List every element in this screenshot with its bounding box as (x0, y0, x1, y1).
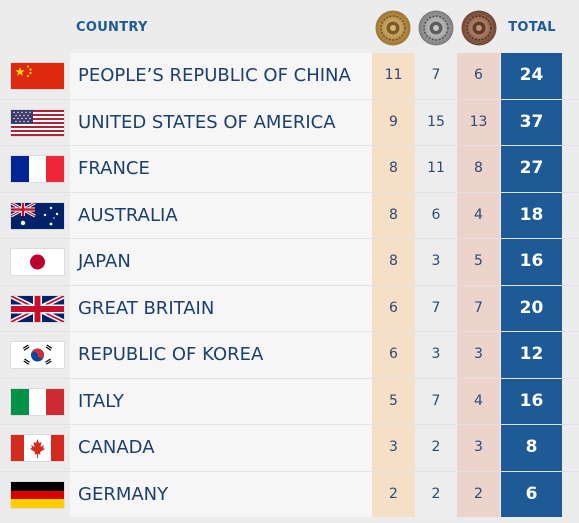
bronze-count: 8 (457, 146, 500, 192)
country-name: GREAT BRITAIN (78, 297, 215, 319)
country-name: JAPAN (78, 251, 131, 272)
country-name: PEOPLE’S REPUBLIC OF CHINA (78, 65, 351, 86)
medal-table: PEOPLE’S REPUBLIC OF CHINA 11 7 6 24 (0, 53, 579, 518)
total-count: 20 (501, 285, 562, 331)
silver-count: 7 (415, 285, 457, 331)
total-count: 12 (501, 332, 562, 378)
total-count: 8 (501, 425, 562, 471)
bronze-count: 2 (457, 471, 500, 517)
gold-count: 5 (372, 378, 415, 424)
country-name: CANADA (78, 437, 155, 458)
table-row: GERMANY 2 2 2 6 (0, 471, 579, 519)
silver-count: 2 (415, 471, 457, 517)
bronze-count: 13 (457, 99, 500, 145)
total-count: 24 (501, 53, 562, 99)
silver-count: 6 (415, 192, 457, 238)
china-flag-icon (11, 63, 64, 89)
france-flag-icon (11, 156, 64, 182)
silver-count: 7 (415, 378, 457, 424)
silver-count: 7 (415, 53, 457, 99)
korea-flag-icon (11, 342, 64, 368)
table-row: CANADA 3 2 3 8 (0, 425, 579, 472)
bronze-count: 7 (457, 285, 500, 331)
table-row: JAPAN 8 3 5 16 (0, 239, 579, 286)
total-count: 6 (501, 471, 562, 517)
table-row: UNITED STATES OF AMERICA 9 15 13 37 (0, 99, 579, 146)
italy-flag-icon (11, 388, 64, 415)
australia-flag-icon (11, 202, 64, 229)
silver-medal-icon (418, 10, 454, 46)
total-count: 37 (501, 99, 562, 145)
total-count: 16 (501, 378, 562, 424)
gold-medal-icon (375, 10, 411, 46)
total-column-header: TOTAL (508, 20, 556, 35)
total-count: 16 (501, 239, 562, 285)
table-row: REPUBLIC OF KOREA 6 3 3 12 (0, 332, 579, 379)
country-name: GERMANY (78, 483, 169, 505)
gold-count: 6 (372, 285, 415, 331)
silver-count: 11 (415, 146, 457, 192)
gold-count: 2 (372, 471, 415, 517)
bronze-count: 4 (457, 378, 500, 424)
great-britain-flag-icon (11, 295, 64, 322)
gold-count: 3 (372, 425, 415, 471)
country-name: UNITED STATES OF AMERICA (78, 111, 336, 133)
country-column-header: COUNTRY (76, 20, 148, 35)
table-row: ITALY 5 7 4 16 (0, 378, 579, 425)
silver-count: 15 (415, 99, 457, 145)
gold-count: 6 (372, 332, 415, 378)
canada-flag-icon (11, 435, 64, 461)
bronze-count: 3 (457, 425, 500, 471)
silver-count: 2 (415, 425, 457, 471)
table-row: FRANCE 8 11 8 27 (0, 146, 579, 193)
japan-flag-icon (11, 249, 64, 275)
gold-count: 8 (372, 146, 415, 192)
table-header: COUNTRY (0, 0, 579, 52)
gold-count: 8 (372, 239, 415, 285)
bronze-count: 5 (457, 239, 500, 285)
bronze-count: 4 (457, 192, 500, 238)
country-name: FRANCE (78, 158, 150, 179)
bronze-count: 3 (457, 332, 500, 378)
table-row: AUSTRALIA 8 6 4 18 (0, 192, 579, 239)
bronze-count: 6 (457, 53, 500, 99)
germany-flag-icon (11, 481, 64, 508)
country-name: ITALY (78, 390, 124, 412)
country-name: REPUBLIC OF KOREA (78, 344, 264, 365)
gold-count: 8 (372, 192, 415, 238)
country-name: AUSTRALIA (78, 204, 178, 226)
gold-count: 9 (372, 99, 415, 145)
gold-count: 11 (372, 53, 415, 99)
silver-count: 3 (415, 239, 457, 285)
total-count: 18 (501, 192, 562, 238)
table-row: GREAT BRITAIN 6 7 7 20 (0, 285, 579, 332)
table-row: PEOPLE’S REPUBLIC OF CHINA 11 7 6 24 (0, 53, 579, 100)
usa-flag-icon (11, 109, 64, 136)
bronze-medal-icon (461, 10, 497, 46)
silver-count: 3 (415, 332, 457, 378)
total-count: 27 (501, 146, 562, 192)
